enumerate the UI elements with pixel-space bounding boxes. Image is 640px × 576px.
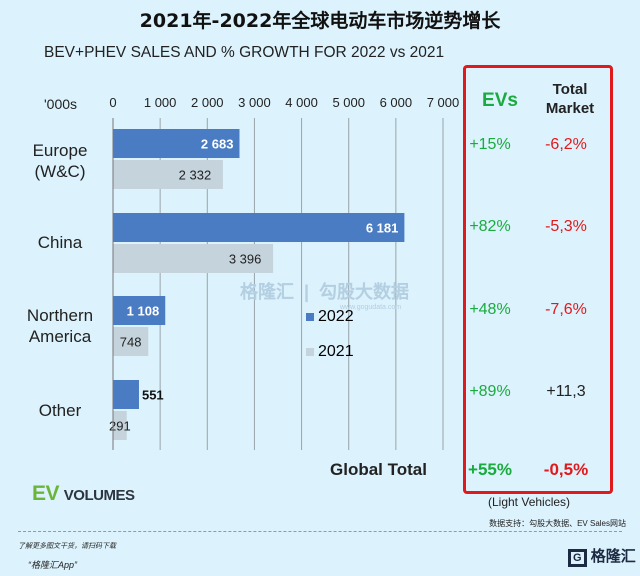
total-market-header: Total Market xyxy=(545,81,595,117)
global-ev-growth: +55% xyxy=(468,460,512,479)
logo-brand-text: 格隆汇 xyxy=(590,548,636,565)
x-tick-label: 0 xyxy=(109,95,116,110)
app-name: “格隆汇App” xyxy=(28,560,78,570)
bar-2022 xyxy=(113,380,139,409)
bar-2021 xyxy=(113,411,127,440)
gelonghui-logo: G 格隆汇 xyxy=(568,545,636,567)
ev-growth-value: +48% xyxy=(469,301,511,318)
data-label: 551 xyxy=(142,388,164,403)
data-label: 291 xyxy=(109,419,131,434)
total-market-growth-value: +11,3 xyxy=(546,383,586,400)
light-vehicles-note: (Light Vehicles) xyxy=(488,495,571,509)
source-note: 数据支持：勾股大数据、EV Sales网站 xyxy=(489,519,626,528)
chart-title: 2021年-2022年全球电动车市场逆势增长 xyxy=(139,10,501,32)
x-tick-label: 5 000 xyxy=(332,95,365,110)
global-total-label: Global Total xyxy=(330,460,427,479)
divider xyxy=(18,531,622,532)
logo-g-icon: G xyxy=(568,549,587,567)
data-label: 1 108 xyxy=(127,304,160,319)
bar-2021 xyxy=(113,160,223,189)
ev-header: EVs xyxy=(482,90,518,111)
x-tick-label: 2 000 xyxy=(191,95,224,110)
data-label: 748 xyxy=(120,335,142,350)
legend-label: 2022 xyxy=(318,308,354,325)
bar-2021 xyxy=(113,327,149,356)
x-tick-label: 1 000 xyxy=(144,95,177,110)
growth-table-box xyxy=(463,65,613,494)
ev-growth-value: +15% xyxy=(469,136,511,153)
category-label: Northern America xyxy=(26,306,94,346)
legend-label: 2021 xyxy=(318,343,354,360)
data-label: 2 683 xyxy=(201,137,234,152)
ev-growth-value: +82% xyxy=(469,218,511,235)
watermark-site: 勾股大数据 xyxy=(319,282,410,302)
logo-volumes: VOLUMES xyxy=(63,487,135,504)
watermark-brand: 格隆汇 xyxy=(240,282,294,302)
bar-2022 xyxy=(113,296,166,325)
data-label: 2 332 xyxy=(179,168,212,183)
total-market-growth-value: -5,3% xyxy=(545,218,587,235)
ev-volumes-logo: EV VOLUMES xyxy=(32,482,135,506)
bar-2022 xyxy=(113,129,240,158)
category-label: Other xyxy=(38,401,82,420)
legend-item-2021: 2021 xyxy=(306,343,354,361)
watermark: 格隆汇 | 勾股大数据 www.gogudata.com xyxy=(240,282,410,311)
bar-2022 xyxy=(113,213,405,242)
unit-label: '000s xyxy=(44,96,78,112)
ev-growth-value: +89% xyxy=(469,383,511,400)
logo-ev: EV xyxy=(32,482,60,505)
x-tick-label: 7 000 xyxy=(427,95,460,110)
global-total-growth: -0,5% xyxy=(543,460,589,479)
total-market-growth-value: -7,6% xyxy=(545,301,587,318)
data-label: 3 396 xyxy=(229,252,262,267)
category-label: China xyxy=(37,233,83,252)
x-tick-label: 4 000 xyxy=(285,95,318,110)
x-tick-label: 3 000 xyxy=(238,95,271,110)
category-label: Europe (W&C) xyxy=(32,141,88,181)
data-label: 6 181 xyxy=(366,221,399,236)
total-market-growth-value: -6,2% xyxy=(545,136,587,153)
bar-2021 xyxy=(113,244,274,273)
legend-item-2022: 2022 xyxy=(306,308,354,326)
chart-subtitle: BEV+PHEV SALES AND % GROWTH FOR 2022 vs … xyxy=(44,44,445,61)
promo-text: 了解更多图文干货，请扫码下载 xyxy=(18,543,116,550)
legend-swatch xyxy=(306,348,314,356)
legend-swatch xyxy=(306,313,314,321)
watermark-url: www.gogudata.com xyxy=(340,304,402,311)
x-tick-label: 6 000 xyxy=(380,95,413,110)
